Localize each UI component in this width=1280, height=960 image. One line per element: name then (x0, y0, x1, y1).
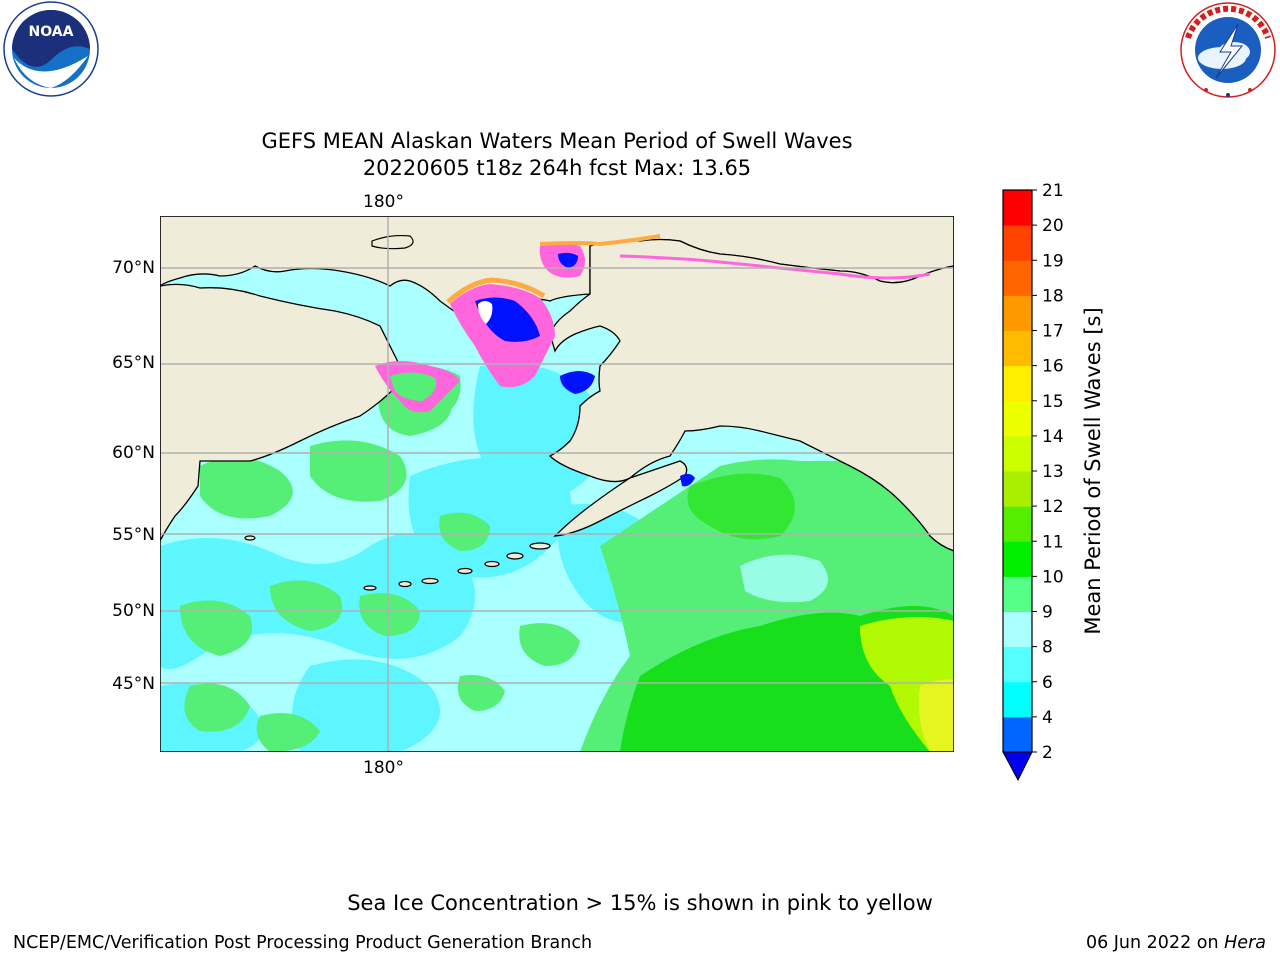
land-alaska (548, 238, 954, 552)
colorbar-tick-label: 9 (1042, 603, 1053, 623)
ocean-cyan-east (740, 554, 828, 603)
nws-logo (1180, 2, 1276, 98)
colorbar-tick-label: 12 (1042, 497, 1064, 517)
graticule (160, 216, 954, 752)
colorbar-block (1003, 506, 1032, 542)
lat-label-45: 45°N (112, 674, 155, 694)
chart-subtitle: 20220605 t18z 264h fcst Max: 13.65 (362, 156, 752, 180)
colorbar-tick-label: 18 (1042, 286, 1064, 306)
colorbar-extend-arrow (1002, 751, 1033, 782)
noaa-logo: NOAA (3, 1, 99, 97)
colorbar-tick-label: 13 (1042, 462, 1064, 482)
machine-name: Hera (1224, 933, 1266, 953)
colorbar-ticks: 2 4 6 8 9 10 11 12 13 14 15 16 17 18 19 20 21 (1032, 181, 1064, 763)
colorbar: 2 4 6 8 9 10 11 12 13 14 15 16 17 18 19 20 21 Mean Perio… (1002, 181, 1105, 782)
colorbar-block (1003, 295, 1032, 331)
noaa-logo-text: NOAA (29, 24, 74, 40)
colorbar-tick-label: 14 (1042, 427, 1064, 447)
date-line: 06 Jun 2022 on Hera (1086, 933, 1266, 953)
colorbar-block (1003, 716, 1032, 753)
colorbar-block (1003, 541, 1032, 577)
colorbar-tick-label: 16 (1042, 357, 1064, 377)
colorbar-tick-label: 6 (1042, 673, 1053, 693)
colorbar-block (1003, 646, 1032, 683)
colorbar-tick-label: 20 (1042, 216, 1064, 236)
colorbar-block (1003, 471, 1032, 507)
colorbar-tick-label: 17 (1042, 322, 1064, 342)
colorbar-block (1003, 576, 1032, 612)
colorbar-tick-label: 21 (1042, 181, 1064, 201)
colorbar-title: Mean Period of Swell Waves [s] (1081, 307, 1105, 634)
colorbar-block (1003, 611, 1032, 648)
wrangel-island (371, 234, 414, 250)
aleutian-islands (244, 535, 551, 591)
lat-label-50: 50°N (112, 601, 155, 621)
colorbar-tick-label: 8 (1042, 638, 1053, 658)
credit-line: NCEP/EMC/Verification Post Processing Pr… (13, 933, 593, 953)
colorbar-block (1003, 365, 1032, 402)
map-panel (160, 216, 954, 752)
sea-ice-note: Sea Ice Concentration > 15% is shown in … (347, 891, 933, 915)
lat-label-60: 60°N (112, 443, 155, 463)
lat-label-65: 65°N (112, 353, 155, 373)
lat-label-70: 70°N (112, 258, 155, 278)
colorbar-tick-label: 19 (1042, 251, 1064, 271)
lon-label-top: 180° (363, 192, 404, 212)
colorbar-tick-label: 15 (1042, 392, 1064, 412)
date-text: 06 Jun 2022 on (1085, 933, 1225, 953)
colorbar-block (1003, 435, 1032, 472)
ocean-green-bright (687, 473, 795, 540)
colorbar-block (1003, 400, 1032, 437)
ocean-yellow (918, 679, 954, 752)
colorbar-tick-label: 2 (1042, 743, 1053, 763)
colorbar-block (1003, 681, 1032, 718)
colorbar-block (1003, 190, 1032, 226)
colorbar-blocks (1003, 190, 1032, 753)
colorbar-block (1003, 225, 1032, 261)
colorbar-tick-label: 4 (1042, 708, 1053, 728)
colorbar-block (1003, 330, 1032, 367)
colorbar-block (1003, 260, 1032, 296)
lat-label-55: 55°N (112, 525, 155, 545)
lon-label-bottom: 180° (363, 758, 404, 778)
chart-title: GEFS MEAN Alaskan Waters Mean Period of … (261, 129, 853, 153)
colorbar-tick-label: 10 (1042, 567, 1064, 587)
colorbar-tick-label: 11 (1042, 532, 1064, 552)
